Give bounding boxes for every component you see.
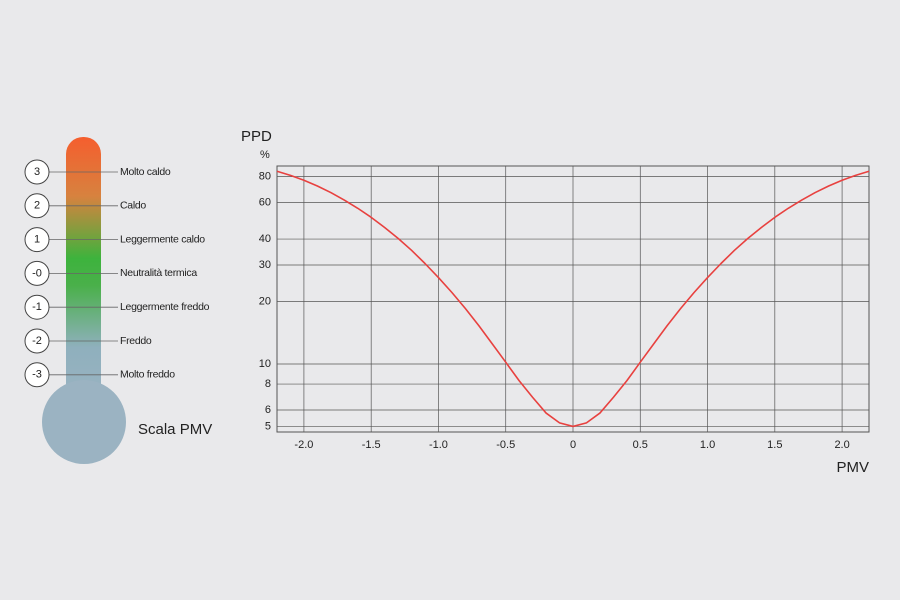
y-tick-label: 20: [259, 295, 271, 307]
x-tick-label: 0.5: [633, 439, 648, 451]
level-badge: [24, 294, 50, 320]
level-badge: [24, 159, 50, 185]
level-value: -0: [32, 267, 42, 279]
y-axis-label: PPD: [241, 128, 272, 145]
thermometer-bulb: [42, 380, 126, 464]
level-badge: [24, 193, 50, 219]
x-tick-label: -1.5: [362, 439, 381, 451]
level-badge: [24, 362, 50, 388]
level-value: -3: [32, 369, 42, 381]
level-label: Neutralità termica: [120, 267, 197, 279]
level-label: Molto freddo: [120, 369, 175, 381]
level-value: 1: [34, 234, 40, 246]
ppd-curve: [276, 170, 870, 428]
y-tick-label: 30: [259, 259, 271, 271]
y-tick-label: 5: [265, 420, 271, 432]
thermometer-tube: [66, 137, 101, 407]
x-tick-label: 0: [570, 439, 576, 451]
level-badge: [24, 328, 50, 354]
y-tick-label: 80: [259, 171, 271, 183]
level-label: Leggermente freddo: [120, 301, 210, 313]
x-axis-label: PMV: [836, 459, 869, 476]
y-tick-label: 60: [259, 196, 271, 208]
level-value: -2: [32, 335, 42, 347]
y-tick-label: 8: [265, 378, 271, 390]
y-tick-label: 6: [265, 404, 271, 416]
level-label: Molto caldo: [120, 166, 171, 178]
x-tick-label: 1.0: [700, 439, 715, 451]
level-value: 2: [34, 200, 40, 212]
x-tick-label: -1.0: [429, 439, 448, 451]
y-tick-label: 10: [259, 358, 271, 370]
level-label: Caldo: [120, 200, 146, 212]
level-value: -1: [32, 301, 42, 313]
level-label: Leggermente caldo: [120, 233, 205, 245]
y-tick-label: 40: [259, 233, 271, 245]
thermometer-title: Scala PMV: [138, 421, 212, 438]
level-badge: [24, 260, 50, 286]
y-unit: %: [260, 149, 270, 161]
x-tick-label: -0.5: [496, 439, 515, 451]
x-tick-label: 2.0: [834, 439, 849, 451]
level-label: Freddo: [120, 335, 152, 347]
level-value: 3: [34, 166, 40, 178]
level-badge: [24, 227, 50, 253]
x-tick-label: -2.0: [294, 439, 313, 451]
x-tick-label: 1.5: [767, 439, 782, 451]
